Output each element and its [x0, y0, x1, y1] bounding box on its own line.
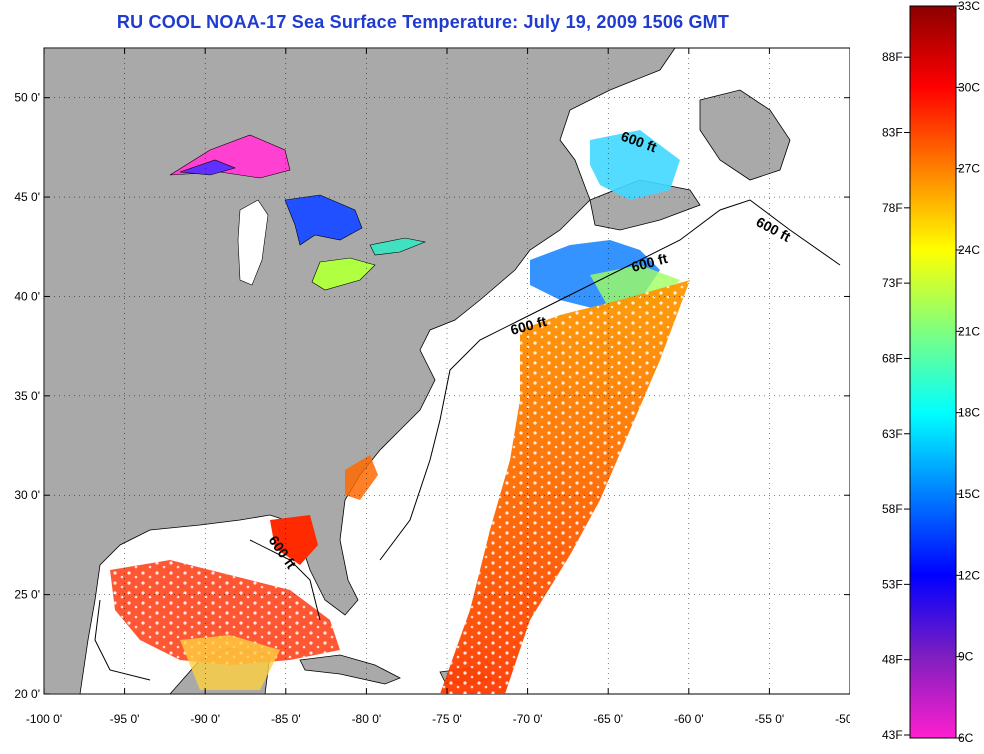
y-tick-label: 35 0' — [14, 389, 40, 403]
sst-map: 600 ft 600 ft 600 ft 600 ft 600 ft -100 … — [14, 47, 850, 726]
colorbar-fahrenheit-label: 68F — [882, 351, 903, 365]
colorbar-celsius-label: 15C — [958, 487, 980, 501]
y-tick-label: 20 0' — [14, 687, 40, 701]
y-tick-label: 30 0' — [14, 488, 40, 502]
colorbar-fahrenheit-label: 53F — [882, 577, 903, 591]
great-lakes — [169, 134, 427, 291]
colorbar-celsius-label: 33C — [958, 0, 980, 13]
x-tick-label: -80 0' — [352, 712, 382, 726]
colorbar-fahrenheit-label: 63F — [882, 427, 903, 441]
x-tick-label: -100 0' — [26, 712, 62, 726]
colorbar-fahrenheit-label: 83F — [882, 126, 903, 140]
sst-data — [110, 130, 690, 694]
y-axis: 20 0' 25 0' 30 0' 35 0' 40 0' 45 0' 50 0' — [14, 91, 40, 701]
colorbar-celsius-label: 9C — [958, 650, 974, 664]
colorbar-celsius-label: 18C — [958, 406, 980, 420]
colorbar-fahrenheit-label: 73F — [882, 276, 903, 290]
y-tick-label: 50 0' — [14, 91, 40, 105]
x-tick-label: -70 0' — [513, 712, 543, 726]
y-tick-label: 40 0' — [14, 289, 40, 303]
colorbar-fahrenheit-label: 78F — [882, 201, 903, 215]
depth-contour-600ft — [94, 199, 841, 681]
x-tick-label: -95 0' — [110, 712, 140, 726]
colorbar-fahrenheit-label: 48F — [882, 653, 903, 667]
map-title: RU COOL NOAA-17 Sea Surface Temperature:… — [116, 12, 730, 32]
colorbar-celsius-label: 30C — [958, 80, 980, 94]
colorbar-celsius-label: 27C — [958, 162, 980, 176]
colorbar-fahrenheit-label: 43F — [882, 728, 903, 742]
x-tick-label: -60 0' — [674, 712, 704, 726]
y-tick-label: 25 0' — [14, 588, 40, 602]
x-tick-label: -50 0' — [835, 712, 850, 726]
colorbar: 33C 30C 27C 24C 21C 18C 15C 12C 9C 6C 88F 83F 78F 73F… — [882, 0, 980, 745]
colorbar-bar — [909, 5, 957, 739]
x-tick-label: -65 0' — [593, 712, 623, 726]
x-tick-label: -55 0' — [755, 712, 785, 726]
y-tick-label: 45 0' — [14, 190, 40, 204]
x-tick-label: -90 0' — [190, 712, 220, 726]
colorbar-fahrenheit-label: 58F — [882, 502, 903, 516]
colorbar-fahrenheit-label: 88F — [882, 50, 903, 64]
colorbar-labels: 33C 30C 27C 24C 21C 18C 15C 12C 9C 6C 88F 83F 78F 73F… — [882, 0, 980, 745]
x-axis: -100 0' -95 0' -90 0' -85 0' -80 0' -75 0' -70… — [26, 48, 850, 726]
colorbar-celsius-label: 6C — [958, 731, 974, 745]
x-tick-label: -85 0' — [271, 712, 301, 726]
x-tick-label: -75 0' — [432, 712, 462, 726]
colorbar-celsius-label: 21C — [958, 324, 980, 338]
colorbar-celsius-label: 24C — [958, 243, 980, 257]
colorbar-celsius-label: 12C — [958, 568, 980, 582]
